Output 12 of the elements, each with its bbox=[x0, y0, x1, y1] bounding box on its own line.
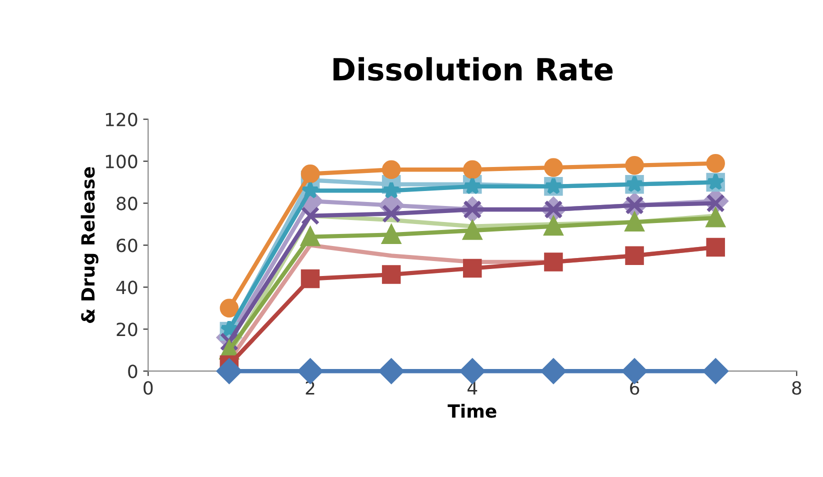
x-tick-label: 0 bbox=[144, 381, 153, 395]
chart-title: Dissolution Rate bbox=[334, 57, 613, 81]
y-tick-label: 40 bbox=[116, 280, 138, 294]
x-axis-title: Time bbox=[448, 404, 496, 418]
y-axis-title: & Drug Release bbox=[80, 167, 98, 323]
y-tick-label: 80 bbox=[116, 196, 138, 210]
y-tick-label: 60 bbox=[116, 238, 138, 252]
y-tick-label: 100 bbox=[106, 154, 138, 168]
x-tick-label: 8 bbox=[792, 381, 802, 395]
y-tick-label: 120 bbox=[106, 112, 138, 126]
y-tick-label: 0 bbox=[128, 364, 138, 378]
y-tick-label: 20 bbox=[116, 322, 138, 336]
